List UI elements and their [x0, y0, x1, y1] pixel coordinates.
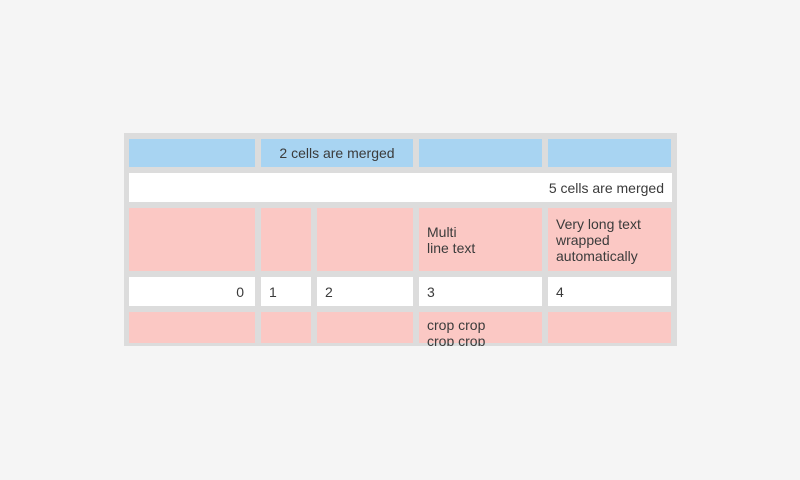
table-cell-r5c1[interactable]: [129, 312, 255, 343]
table-row-header: 2 cells are merged: [129, 139, 672, 167]
table-cell-r5c3[interactable]: [317, 312, 413, 343]
table-cell-r1c1[interactable]: [129, 139, 255, 167]
cell-value-3[interactable]: 3: [419, 277, 542, 306]
cell-text: 0: [236, 283, 244, 300]
cell-text: 2 cells are merged: [279, 145, 395, 161]
table-row-numbers: 0 1 2 3 4: [129, 277, 672, 306]
table-cell-r3c1[interactable]: [129, 208, 255, 271]
cell-wrapped-text[interactable]: Very long text wrapped automatically: [548, 208, 671, 271]
cell-value-2[interactable]: 2: [317, 277, 413, 306]
cell-value-4[interactable]: 4: [548, 277, 671, 306]
table-cell-r1c5[interactable]: [548, 139, 671, 167]
table-row-merged: 5 cells are merged: [129, 173, 672, 202]
table-cell-r3c3[interactable]: [317, 208, 413, 271]
table-cell-r5c5[interactable]: [548, 312, 671, 343]
table-row-multiline: Multi line text Very long text wrapped a…: [129, 208, 672, 271]
table-row-cropped: crop crop crop crop: [129, 312, 672, 346]
table-cell-r3c2[interactable]: [261, 208, 311, 271]
cell-text: crop crop crop crop: [427, 317, 486, 346]
cell-text: 3: [427, 283, 435, 300]
cell-text: 5 cells are merged: [548, 179, 664, 196]
cell-text: 1: [269, 283, 277, 300]
cell-value-1[interactable]: 1: [261, 277, 311, 306]
cell-text: Multi line text: [427, 223, 476, 256]
cell-text: Very long text wrapped automatically: [556, 215, 641, 264]
table-cell-r5c2[interactable]: [261, 312, 311, 343]
cell-text: 4: [556, 283, 564, 300]
cell-multiline-text[interactable]: Multi line text: [419, 208, 542, 271]
table-widget: 2 cells are merged 5 cells are merged Mu…: [124, 133, 677, 346]
cell-value-0[interactable]: 0: [129, 277, 255, 306]
cell-cropped-text[interactable]: crop crop crop crop: [419, 312, 542, 346]
merged-cell-5cols[interactable]: 5 cells are merged: [129, 173, 672, 202]
cell-text: 2: [325, 283, 333, 300]
table-cell-r1c4[interactable]: [419, 139, 542, 167]
merged-cell-2cols[interactable]: 2 cells are merged: [261, 139, 413, 167]
